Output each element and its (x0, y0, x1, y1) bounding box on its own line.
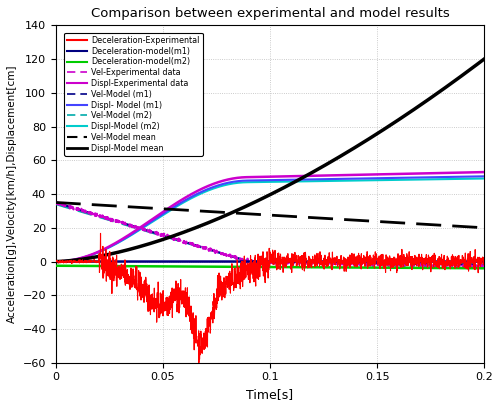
Title: Comparison between experimental and model results: Comparison between experimental and mode… (90, 7, 450, 20)
Legend: Deceleration-Experimental, Deceleration-model(m1), Deceleration-model(m2), Vel-E: Deceleration-Experimental, Deceleration-… (64, 33, 203, 156)
X-axis label: Time[s]: Time[s] (246, 388, 294, 401)
Y-axis label: Acceleration[g],Velocity[km/h],Displacement[cm]: Acceleration[g],Velocity[km/h],Displacem… (7, 65, 17, 323)
